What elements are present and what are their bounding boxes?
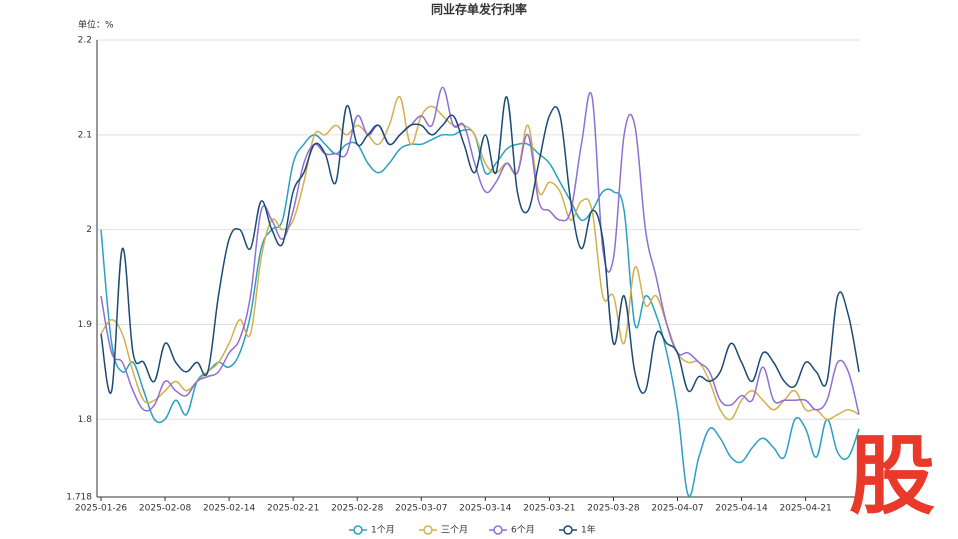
y-tick-label: 1.8 [78,415,93,425]
x-tick-label: 2025-01-26 [75,504,128,514]
x-tick-label: 2025-03-21 [523,504,575,514]
x-tick-label: 2025-03-07 [395,504,447,514]
series-line [100,96,860,421]
chart-title: 同业存单发行利率 [431,2,527,17]
x-tick-label: 2025-02-28 [331,504,384,514]
x-tick-label: 2025-02-14 [203,504,256,514]
legend-label: 6个月 [511,525,535,536]
legend-label: 1年 [581,524,596,536]
x-tick-label: 2025-04-14 [715,504,768,514]
legend-marker [423,525,433,535]
y-tick-label: 2.2 [78,36,92,46]
x-tick-label: 2025-03-14 [459,504,512,514]
legend-marker [353,525,363,535]
legend-item[interactable]: 三个月 [419,525,468,536]
y-tick-label: 1.718 [66,493,92,503]
watermark: 股 [849,426,935,526]
x-tick-label: 2025-04-21 [779,504,831,514]
series-line [100,86,860,415]
x-tick-label: 2025-02-08 [139,504,192,514]
x-tick-label: 2025-03-28 [587,504,640,514]
legend-item[interactable]: 1个月 [349,525,395,536]
legend-marker [563,525,573,535]
legend-item[interactable]: 6个月 [489,525,535,536]
x-tick-label: 2025-02-21 [267,504,319,514]
y-tick-label: 2.1 [78,130,92,140]
x-tick-label: 2025-04-07 [651,504,703,514]
legend-label: 三个月 [441,525,468,536]
legend-marker [493,525,503,535]
y-tick-label: 2 [86,225,92,235]
series-line [100,96,860,394]
y-tick-label: 1.9 [78,320,93,330]
legend-item[interactable]: 1年 [559,524,596,536]
legend-label: 1个月 [371,525,395,536]
y-axis-label: 单位：% [78,19,114,31]
series-line [100,128,860,498]
